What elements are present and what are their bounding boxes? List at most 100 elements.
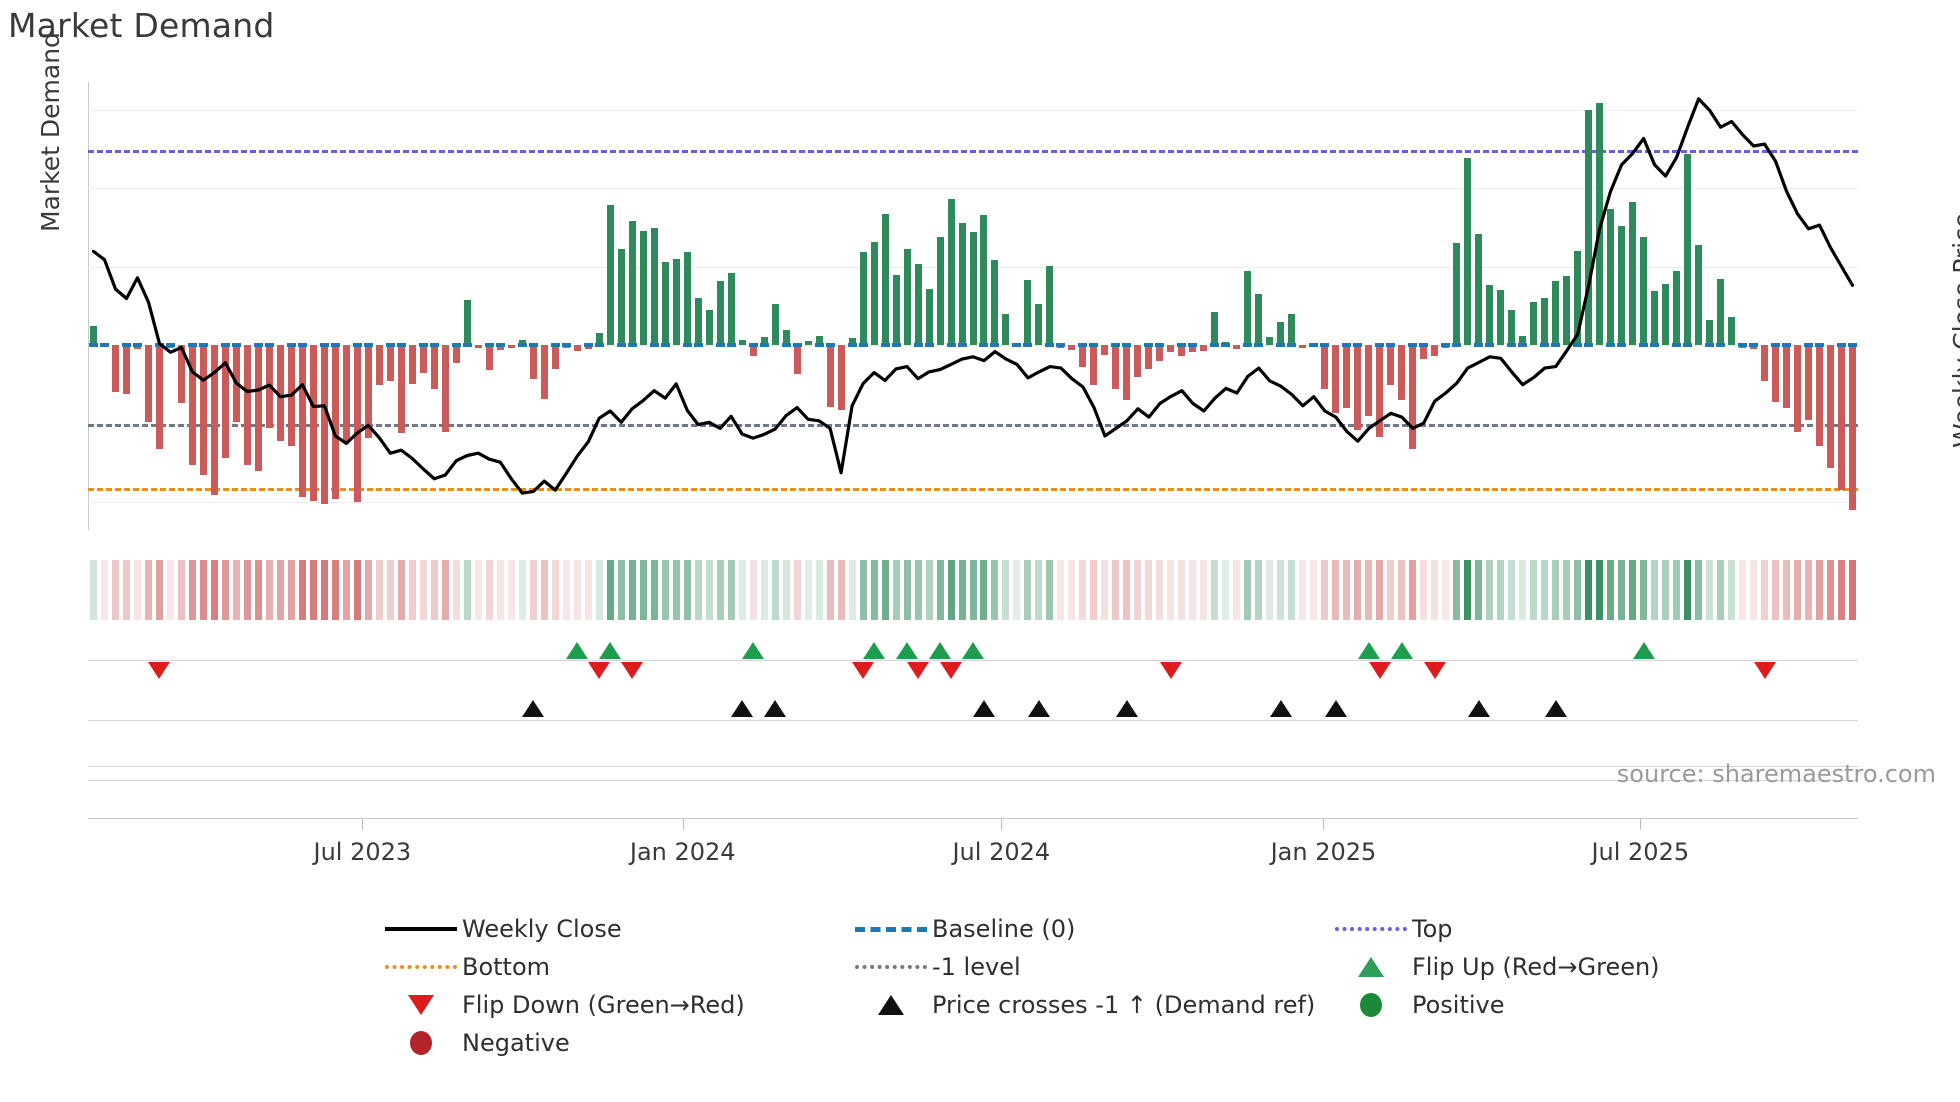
heat-strip-cell [848,560,856,620]
baseline-segment [484,343,494,348]
heat-strip-cell [1673,560,1681,620]
demand-bar-positive [738,339,746,346]
legend-item[interactable]: Baseline (0) [850,910,1075,948]
baseline-segment [1078,343,1088,348]
legend-item[interactable]: Negative [380,1024,570,1062]
marker-bands [88,628,1858,818]
demand-bar-positive [881,214,889,346]
baseline-segment [946,343,956,348]
demand-bar-positive [1629,202,1637,346]
demand-bar-negative [1123,345,1131,401]
legend-key [380,910,462,948]
heat-strip-cell [584,560,592,620]
demand-bar-negative [386,345,394,382]
demand-bar-positive [1497,290,1505,346]
heat-strip-cell [1002,560,1010,620]
demand-bar-positive [1585,109,1593,346]
heat-strip-cell [1750,560,1758,620]
demand-bar-negative [221,345,229,459]
heat-strip-cell [298,560,306,620]
demand-bar-negative [397,345,405,434]
x-axis-tick-label: Jan 2025 [1270,838,1377,866]
heat-strip-cell [980,560,988,620]
demand-bar-positive [628,221,636,346]
demand-bar-positive [1486,284,1494,346]
demand-bar-negative [1068,345,1076,350]
baseline-segment [1738,343,1748,348]
baseline-segment [1210,343,1220,348]
demand-bar-negative [1849,345,1856,511]
legend-item[interactable]: Positive [1330,986,1505,1024]
baseline-segment [99,343,109,348]
demand-bar-positive [1464,158,1472,346]
heat-strip-cell [782,560,790,620]
heat-strip-cell [1024,560,1032,620]
baseline-segment [1309,343,1319,348]
legend-key [1330,948,1412,986]
price-cross-marker [1544,700,1567,717]
heat-strip-cell [309,560,317,620]
demand-bar-negative [122,345,130,395]
demand-bar-negative [1233,345,1241,350]
baseline-segment [660,343,670,348]
heat-strip-cell [1057,560,1065,620]
legend-item[interactable]: Bottom [380,948,550,986]
heat-strip-cell [1332,560,1340,620]
demand-bar-negative [188,345,196,465]
heat-strip-cell [1662,560,1670,620]
minus-one-level-line [88,423,1858,427]
heat-strip-cell [276,560,284,620]
demand-bar-negative [155,345,163,450]
flip-up-marker [566,642,589,659]
heat-strip-cell [122,560,130,620]
legend-item[interactable]: Top [1330,910,1453,948]
heat-strip-cell [650,560,658,620]
baseline-segment [748,343,758,348]
heat-strip-cell [1156,560,1164,620]
demand-bar-positive [1519,335,1527,346]
baseline-segment [1353,343,1363,348]
demand-bar-positive [1695,245,1703,346]
heat-strip-cell [518,560,526,620]
demand-bar-positive [463,299,471,346]
heat-strip-cell [463,560,471,620]
heat-strip-cell [1629,560,1637,620]
heat-strip-cell [694,560,702,620]
demand-bar-positive [1618,225,1626,346]
heat-strip-cell [738,560,746,620]
demand-bar-positive [1002,313,1010,346]
legend-item[interactable]: Flip Up (Red→Green) [1330,948,1660,986]
baseline-segment [1111,343,1121,348]
heat-strip-cell [100,560,108,620]
demand-bar-negative [1431,345,1439,357]
heat-strip-cell [749,560,757,620]
baseline-segment [1606,343,1616,348]
demand-bar-positive [1607,208,1615,346]
demand-bar-positive [958,222,966,346]
x-axis-tick-label: Jul 2023 [313,838,412,866]
legend-item[interactable]: Price crosses -1 ↑ (Demand ref) [850,986,1315,1024]
heat-strip-cell [1244,560,1252,620]
demand-bar-positive [1035,303,1043,346]
demand-bar-negative [749,345,757,356]
heat-strip-cell [914,560,922,620]
legend-item[interactable]: Weekly Close [380,910,622,948]
heat-strip-cell [265,560,273,620]
flip-up-marker [863,642,886,659]
heat-strip-cell [991,560,999,620]
heat-strip-cell [496,560,504,620]
legend-item[interactable]: -1 level [850,948,1021,986]
baseline-segment [1716,343,1726,348]
baseline-segment [682,343,692,348]
baseline-segment [1540,343,1550,348]
top-key-icon [1335,927,1407,931]
demand-bar-positive [606,205,614,346]
heat-strip-cell [1453,560,1461,620]
legend-item[interactable]: Flip Down (Green→Red) [380,986,745,1024]
heat-strip-cell [1233,560,1241,620]
heat-strip-cell [1497,560,1505,620]
baseline-segment [1848,343,1857,348]
demand-bar-positive [1541,298,1549,346]
heat-strip-cell [969,560,977,620]
demand-bar-negative [1112,345,1120,390]
